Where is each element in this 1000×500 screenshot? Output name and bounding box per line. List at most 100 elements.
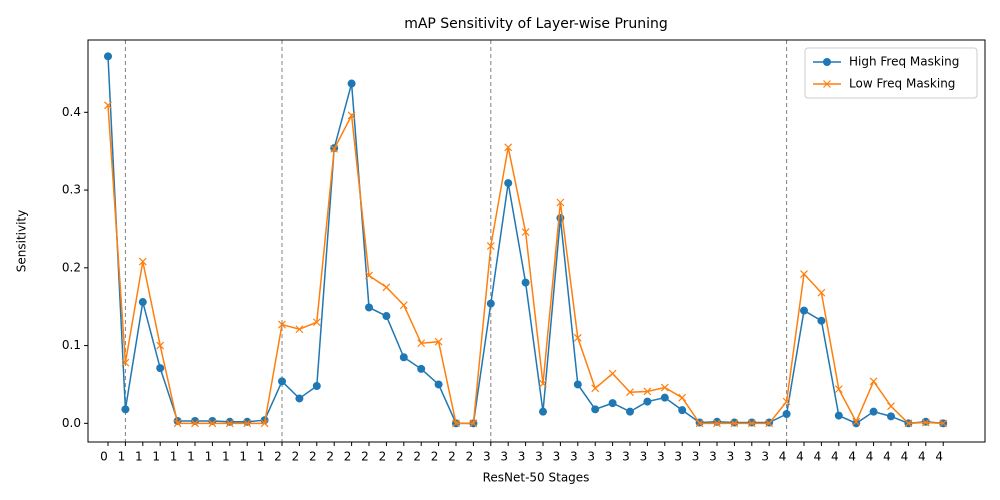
- marker: [539, 407, 547, 416]
- marker: [730, 419, 739, 428]
- marker: [556, 198, 565, 207]
- x-tick-label: 4: [901, 450, 909, 464]
- marker: [765, 419, 774, 428]
- x-tick-label: 4: [796, 450, 804, 464]
- x-tick-label: 2: [344, 450, 352, 464]
- marker: [104, 101, 112, 110]
- marker: [138, 298, 147, 307]
- marker: [660, 393, 669, 402]
- marker: [887, 412, 895, 421]
- marker: [121, 358, 130, 367]
- marker: [121, 405, 130, 414]
- marker: [191, 419, 199, 428]
- x-tick-label: 3: [657, 450, 665, 464]
- marker: [138, 257, 147, 266]
- marker: [452, 419, 460, 428]
- marker: [626, 407, 634, 416]
- x-tick-label: 3: [622, 450, 630, 464]
- y-axis-label: Sensitivity: [15, 210, 29, 272]
- marker: [921, 418, 930, 427]
- marker: [678, 393, 687, 402]
- x-tick-label: 2: [361, 450, 369, 464]
- y-tick-label: 0.0: [62, 416, 81, 430]
- marker: [782, 410, 791, 419]
- x-tick-label: 3: [709, 450, 717, 464]
- x-tick-label: 1: [257, 450, 265, 464]
- x-tick-label: 2: [326, 450, 334, 464]
- legend-label: Low Freq Masking: [849, 77, 955, 91]
- x-tick-label: 0: [100, 450, 108, 464]
- x-tick-label: 2: [396, 450, 404, 464]
- x-tick-label: 4: [866, 450, 874, 464]
- marker: [486, 242, 495, 250]
- x-tick-label: 3: [518, 450, 526, 464]
- marker: [434, 380, 443, 389]
- chart-title: mAP Sensitivity of Layer-wise Pruning: [404, 16, 668, 32]
- x-tick-label: 2: [431, 450, 439, 464]
- marker: [225, 417, 234, 426]
- marker: [904, 419, 913, 428]
- marker: [278, 320, 286, 329]
- marker: [225, 419, 234, 428]
- marker: [591, 405, 600, 414]
- marker: [608, 399, 617, 408]
- x-tick-label: 3: [674, 450, 682, 464]
- x-tick-label: 1: [170, 450, 178, 464]
- marker: [834, 385, 843, 394]
- marker: [312, 318, 321, 327]
- y-tick-label: 0.3: [62, 183, 81, 197]
- x-tick-label: 3: [483, 450, 491, 464]
- x-tick-label: 3: [761, 450, 769, 464]
- x-tick-label: 4: [848, 450, 856, 464]
- x-tick-label: 2: [448, 450, 456, 464]
- legend-marker: [823, 58, 831, 66]
- x-tick-label: 1: [205, 450, 213, 464]
- x-tick-label: 1: [135, 450, 143, 464]
- y-tick-label: 0.1: [62, 338, 81, 352]
- marker: [382, 312, 391, 321]
- marker: [573, 333, 582, 342]
- marker: [347, 111, 356, 120]
- marker: [834, 411, 843, 420]
- marker: [678, 406, 687, 415]
- marker: [417, 339, 426, 348]
- marker: [434, 337, 443, 346]
- x-axis-label: ResNet-50 Stages: [483, 471, 590, 485]
- x-tick-label: 3: [535, 450, 543, 464]
- y-tick-label: 0.4: [62, 105, 81, 119]
- x-tick-label: 1: [152, 450, 160, 464]
- marker: [539, 379, 547, 388]
- marker: [713, 419, 721, 428]
- marker: [939, 419, 948, 428]
- marker: [591, 384, 600, 393]
- marker: [869, 407, 878, 416]
- x-tick-label: 3: [553, 450, 561, 464]
- x-tick-label: 3: [727, 450, 735, 464]
- x-tick-label: 1: [239, 450, 247, 464]
- marker: [365, 303, 373, 312]
- marker: [243, 417, 252, 426]
- marker: [626, 388, 634, 397]
- marker: [260, 419, 269, 428]
- marker: [278, 377, 286, 386]
- x-tick-label: 3: [692, 450, 700, 464]
- marker: [347, 79, 356, 88]
- marker: [504, 143, 513, 152]
- x-tick-label: 3: [640, 450, 648, 464]
- marker: [817, 288, 826, 297]
- x-tick-label: 1: [187, 450, 195, 464]
- marker: [695, 419, 704, 428]
- x-tick-label: 1: [222, 450, 230, 464]
- x-tick-label: 3: [500, 450, 508, 464]
- marker: [852, 417, 861, 426]
- x-tick-label: 3: [570, 450, 578, 464]
- marker: [330, 144, 339, 153]
- x-tick-label: 2: [379, 450, 387, 464]
- marker: [486, 299, 495, 308]
- marker: [608, 369, 617, 378]
- x-tick-label: 4: [883, 450, 891, 464]
- marker: [399, 353, 408, 362]
- x-tick-label: 2: [292, 450, 300, 464]
- marker: [800, 306, 808, 315]
